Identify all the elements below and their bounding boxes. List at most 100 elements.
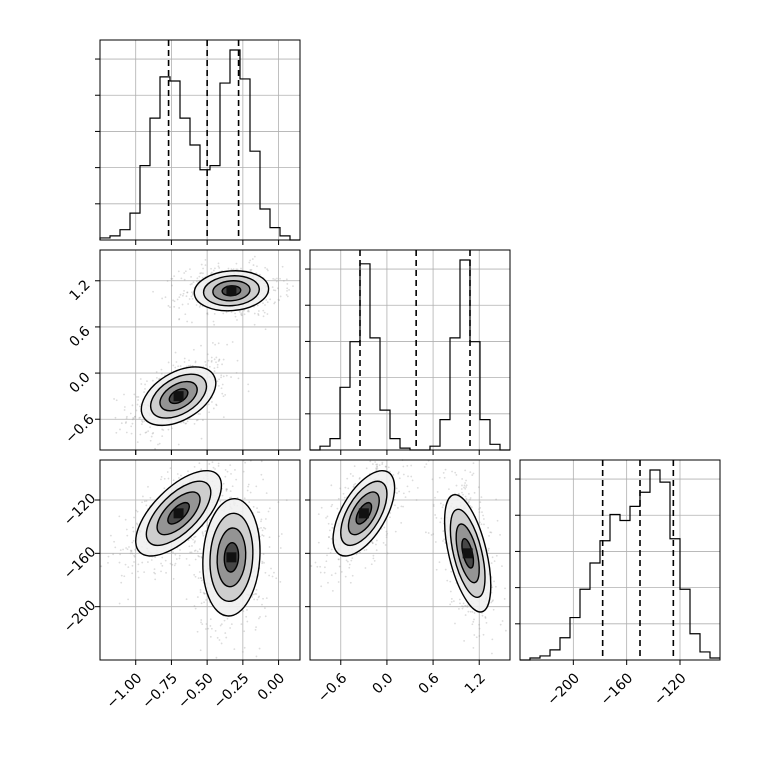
x-vs-y-point-0-74 bbox=[131, 418, 134, 421]
y-vs-z-point-1-277 bbox=[478, 627, 481, 630]
y-vs-z-point-0-273 bbox=[352, 485, 355, 488]
x-vs-z-point-1-25 bbox=[201, 532, 204, 535]
y-vs-z-point-0-293 bbox=[393, 498, 396, 501]
x-vs-y-point-0-223 bbox=[188, 359, 190, 362]
x-vs-y-point-0-508 bbox=[225, 374, 228, 377]
x-vs-y-point-1-29 bbox=[277, 298, 280, 301]
x-vs-z-point-0-197 bbox=[124, 518, 127, 521]
y-vs-z-point-0-448 bbox=[375, 539, 378, 542]
x-vs-y-point-1-413 bbox=[250, 270, 252, 273]
x-vs-z-point-0-504 bbox=[134, 548, 137, 551]
y-vs-z-point-0-83 bbox=[365, 548, 368, 551]
x-vs-y-point-0-242 bbox=[218, 378, 221, 381]
x-vs-z-point-1-247 bbox=[205, 623, 208, 625]
x-vs-y-point-0-45 bbox=[174, 366, 177, 369]
x-vs-z-point-1-66 bbox=[194, 558, 197, 561]
x-vs-y-point-0-258 bbox=[211, 342, 214, 344]
x-vs-z-point-1-263 bbox=[260, 518, 263, 521]
x-vs-z-point-0-434 bbox=[107, 555, 110, 558]
y-vs-z-point-1-70 bbox=[492, 608, 495, 611]
x-vs-y-point-1-149 bbox=[264, 266, 267, 269]
y-vs-z-point-1-374 bbox=[461, 605, 463, 608]
x-vs-z-point-1-140 bbox=[199, 589, 202, 591]
x-vs-z-point-0-67 bbox=[187, 470, 189, 473]
x-vs-z-point-1-249 bbox=[258, 595, 261, 598]
x-vs-z-point-0-186 bbox=[224, 468, 227, 471]
y-vs-z-point-1-208 bbox=[464, 614, 467, 616]
x-vs-z-point-1-202 bbox=[190, 551, 193, 554]
y-vs-z-point-0-215 bbox=[320, 585, 323, 588]
x-vs-z-point-0-401 bbox=[145, 500, 148, 502]
x-vs-z-point-0-185 bbox=[130, 549, 133, 552]
x-vs-y-point-1-250 bbox=[204, 264, 207, 267]
x-vs-y-point-0-253 bbox=[220, 376, 222, 379]
y-vs-z-point-0-143 bbox=[407, 475, 409, 478]
x-vs-y-point-0-127 bbox=[213, 358, 216, 361]
x-vs-z-point-0-266 bbox=[174, 562, 177, 565]
y-vs-z-point-0-454 bbox=[340, 570, 343, 573]
x-vs-y-point-0-240 bbox=[115, 431, 118, 434]
x-vs-z-point-1-230 bbox=[252, 505, 255, 508]
x-vs-z-point-1-167 bbox=[279, 580, 282, 583]
x-vs-y-point-0-302 bbox=[152, 431, 155, 434]
x-vs-y-point-1-433 bbox=[186, 291, 189, 294]
y-vs-z-point-0-146 bbox=[326, 554, 328, 557]
x-vs-z-point-0-62 bbox=[100, 565, 103, 568]
y-vs-z-point-1-265 bbox=[487, 547, 490, 550]
x-vs-z-point-0-205 bbox=[123, 575, 126, 578]
x-vs-z-point-0-123 bbox=[163, 487, 166, 490]
x-vs-z-point-0-112 bbox=[129, 549, 132, 552]
x-vs-y-ylabel-2: 0.6 bbox=[67, 323, 94, 350]
y-vs-z-point-1-268 bbox=[492, 599, 494, 602]
x-vs-z-point-1-217 bbox=[255, 593, 258, 595]
x-vs-y-point-1-102 bbox=[236, 319, 238, 321]
y-vs-z-point-1-180 bbox=[468, 492, 470, 495]
y-vs-z-point-0-394 bbox=[344, 575, 347, 578]
x-vs-z-point-0-131 bbox=[119, 549, 122, 552]
x-vs-y-point-1-58 bbox=[192, 293, 194, 296]
y-vs-z-peak-1 bbox=[462, 548, 473, 559]
x-vs-y-point-0-37 bbox=[186, 420, 189, 423]
x-vs-z-point-0-406 bbox=[119, 553, 121, 556]
y-vs-z-point-0-476 bbox=[355, 553, 358, 556]
y-vs-z-point-0-313 bbox=[369, 460, 372, 463]
x-vs-z-point-0-460 bbox=[244, 461, 247, 464]
x-vs-y-point-1-205 bbox=[222, 312, 225, 315]
x-vs-z-point-0-432 bbox=[133, 554, 135, 557]
x-vs-y-point-1-150 bbox=[275, 280, 278, 283]
x-vs-z-point-1-188 bbox=[202, 591, 205, 594]
y-vs-z-point-1-325 bbox=[455, 474, 458, 476]
y-vs-z-point-0-512 bbox=[350, 559, 353, 562]
x-vs-z-point-1-122 bbox=[226, 488, 228, 491]
x-vs-y-point-0-163 bbox=[204, 360, 207, 363]
x-vs-y-point-1-173 bbox=[170, 277, 173, 280]
y-vs-z-point-0-57 bbox=[331, 589, 334, 592]
y-vs-z-point-0-372 bbox=[316, 565, 319, 568]
y-vs-z-point-0-354 bbox=[370, 540, 373, 543]
x-vs-z-point-1-403 bbox=[185, 598, 188, 601]
x-vs-z-point-0-214 bbox=[124, 563, 127, 566]
x-marginal-frame bbox=[99, 39, 301, 241]
y-vs-z-point-0-502 bbox=[320, 506, 323, 509]
x-vs-z-point-1-205 bbox=[264, 607, 266, 610]
y-vs-z-point-0-71 bbox=[385, 534, 388, 537]
y-vs-z-point-1-20 bbox=[478, 511, 481, 514]
x-vs-y-point-1-81 bbox=[173, 305, 176, 308]
x-vs-y-point-0-87 bbox=[113, 398, 115, 400]
y-vs-z-point-0-365 bbox=[370, 563, 373, 566]
x-vs-z-point-0-277 bbox=[136, 510, 139, 513]
x-vs-y-point-1-204 bbox=[249, 259, 252, 262]
y-vs-z-point-1-344 bbox=[484, 616, 487, 618]
x-vs-z-point-0-344 bbox=[178, 557, 181, 560]
x-vs-z-point-1-362 bbox=[197, 577, 200, 579]
x-vs-z-point-1-473 bbox=[203, 601, 206, 604]
x-vs-y-point-0-0 bbox=[247, 383, 250, 386]
x-vs-y-point-0-354 bbox=[211, 401, 213, 403]
x-vs-y-point-1-454 bbox=[202, 272, 204, 275]
x-vs-z-point-0-127 bbox=[112, 553, 115, 556]
x-vs-y-ylabel-0: −0.6 bbox=[62, 411, 97, 446]
y-vs-z-point-1-464 bbox=[481, 511, 483, 514]
x-vs-z-point-0-160 bbox=[125, 528, 128, 531]
y-vs-z-point-1-219 bbox=[466, 605, 469, 608]
y-vs-z-point-1-390 bbox=[469, 610, 472, 613]
